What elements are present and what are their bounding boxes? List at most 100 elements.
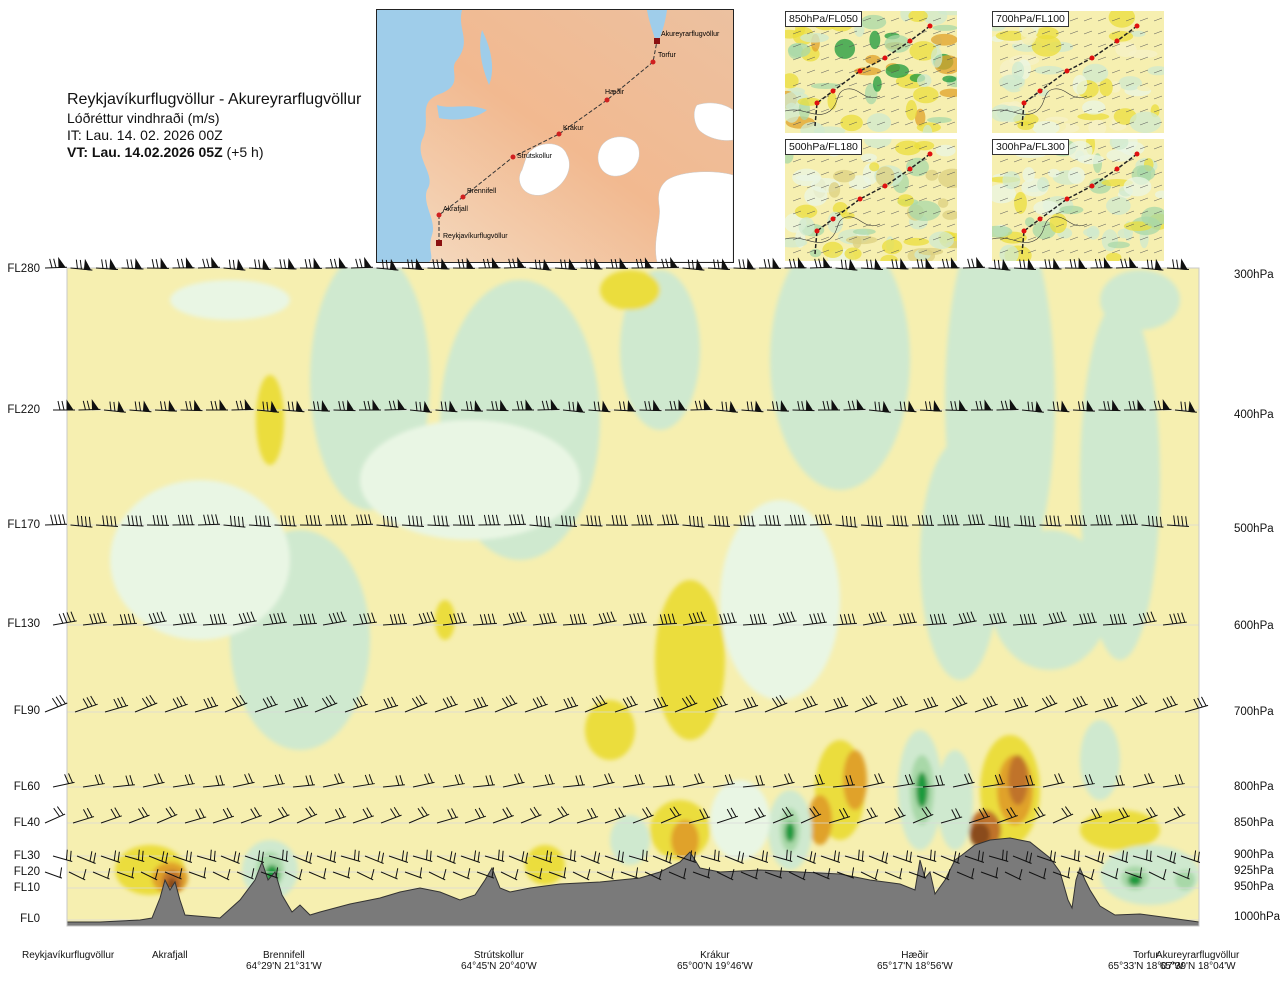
mini-barb-3 — [1139, 223, 1149, 228]
mini-barb-0 — [862, 108, 872, 113]
wind-barb-110 — [554, 515, 577, 528]
wind-barb-27 — [733, 257, 756, 270]
fl-label-fl0: FL0 — [20, 913, 40, 925]
waypoint-label-akureyri: Akureyrarflugvöllur 65°39'N 18°04'W — [1156, 950, 1240, 972]
wind-barb-374 — [884, 868, 903, 880]
mini-map-300: 300hPa/FL300 — [992, 139, 1164, 261]
wind-barb-379 — [1004, 869, 1023, 881]
waypoint-label-krakur: Krákur 65°00'N 19°46'W — [677, 950, 753, 972]
mini-cell-2-58 — [897, 194, 914, 207]
mini-barb-2 — [820, 197, 830, 202]
mini-barb-0 — [932, 121, 942, 126]
issue-time: IT: Lau. 14. 02. 2026 00Z — [67, 127, 223, 143]
mini-barb-3 — [1083, 223, 1093, 228]
mini-barb-0 — [876, 43, 886, 48]
wind-barb-32 — [860, 258, 883, 271]
wind-barb-380 — [1028, 868, 1047, 880]
hpa-label-1000: 1000hPa — [1234, 911, 1280, 923]
wind-barb-371 — [812, 868, 831, 880]
wind-barb-169 — [1072, 612, 1097, 626]
mini-barb-2 — [834, 158, 844, 163]
wind-barb-158 — [742, 613, 767, 626]
mini-barb-0 — [792, 30, 802, 35]
mini-barb-2 — [862, 249, 872, 254]
wind-barb-48 — [129, 400, 152, 413]
mini-barb-3 — [1125, 171, 1135, 176]
mini-cell-0-11 — [869, 30, 881, 50]
mini-barb-1 — [1083, 82, 1093, 87]
wind-barb-183 — [344, 695, 368, 713]
wind-barb-36 — [962, 256, 986, 269]
mini-barb-3 — [1153, 249, 1163, 254]
wind-barb-305 — [388, 850, 409, 863]
wind-barb-288 — [1108, 807, 1130, 824]
mini-barb-0 — [862, 121, 872, 126]
field-cell-12 — [1100, 270, 1180, 330]
wind-barb-364 — [644, 869, 663, 881]
mini-barb-3 — [1083, 197, 1093, 202]
wind-barb-296 — [172, 850, 193, 863]
mini-barb-2 — [946, 158, 956, 163]
wind-barb-311 — [532, 850, 553, 863]
mini-barb-0 — [904, 95, 914, 100]
wind-barb-134 — [1166, 515, 1189, 528]
mini-cell-3-56 — [1105, 252, 1122, 261]
mini-cell-2-41 — [833, 169, 856, 183]
mini-barb-2 — [918, 223, 928, 228]
wind-barb-86 — [1098, 399, 1121, 412]
mini-barb-1 — [999, 69, 1009, 74]
wind-barb-306 — [412, 849, 433, 862]
wind-barb-153 — [592, 611, 617, 626]
mini-barb-0 — [932, 69, 942, 74]
mini-barb-2 — [890, 236, 900, 241]
field-cell-24 — [1080, 810, 1160, 850]
fl-label-fl10: FL10 — [13, 882, 40, 894]
mini-barb-1 — [1111, 82, 1121, 87]
mini-barb-3 — [1153, 171, 1163, 176]
mini-waypoint-2-3 — [882, 183, 888, 189]
wind-barb-234 — [712, 774, 735, 788]
mini-barb-1 — [1097, 108, 1107, 113]
mini-waypoint-1-1 — [1037, 88, 1043, 94]
mini-barb-2 — [876, 210, 886, 215]
mini-cell-1-0 — [1147, 66, 1164, 76]
mini-barb-3 — [1083, 249, 1093, 254]
mini-barb-3 — [1013, 210, 1023, 215]
mini-barb-0 — [932, 30, 942, 35]
wind-barb-252 — [100, 807, 122, 824]
mini-barb-0 — [834, 108, 844, 113]
wind-barb-290 — [1164, 806, 1186, 824]
mini-barb-2 — [820, 236, 830, 241]
wind-barb-129 — [1039, 515, 1062, 527]
wind-barb-41 — [1090, 257, 1113, 269]
mini-barb-1 — [1097, 30, 1107, 35]
mini-barb-2 — [834, 171, 844, 176]
hpa-label-500: 500hPa — [1234, 523, 1274, 535]
wind-barb-319 — [724, 851, 745, 864]
wind-barb-276 — [772, 806, 794, 824]
wind-barb-207 — [1064, 695, 1088, 713]
wind-barb-223 — [382, 775, 405, 788]
mini-barb-0 — [806, 43, 816, 48]
wind-barb-215 — [142, 773, 165, 788]
mini-barb-3 — [1069, 223, 1079, 228]
mini-barb-2 — [890, 210, 900, 215]
mini-barb-0 — [806, 108, 816, 113]
mini-barb-2 — [890, 171, 900, 176]
wind-barb-74 — [792, 399, 815, 412]
wind-barb-164 — [922, 613, 947, 626]
route-title: Reykjavíkurflugvöllur - Akureyrarflugvöl… — [67, 91, 362, 108]
fl-label-fl30: FL30 — [13, 850, 40, 862]
wind-barb-225 — [442, 774, 465, 788]
mini-barb-3 — [1083, 210, 1093, 215]
mini-cell-2-49 — [798, 217, 815, 236]
wind-barb-107 — [478, 514, 501, 526]
wind-barb-45 — [53, 399, 75, 411]
mini-barb-1 — [1111, 30, 1121, 35]
mini-barb-2 — [834, 249, 844, 254]
mini-barb-3 — [1027, 158, 1037, 163]
valid-time-main: VT: Lau. 14.02.2026 05Z — [67, 144, 223, 160]
mini-map-850-graphic — [785, 11, 957, 133]
wind-barb-1 — [70, 258, 93, 271]
hpa-label-400: 400hPa — [1234, 409, 1274, 421]
